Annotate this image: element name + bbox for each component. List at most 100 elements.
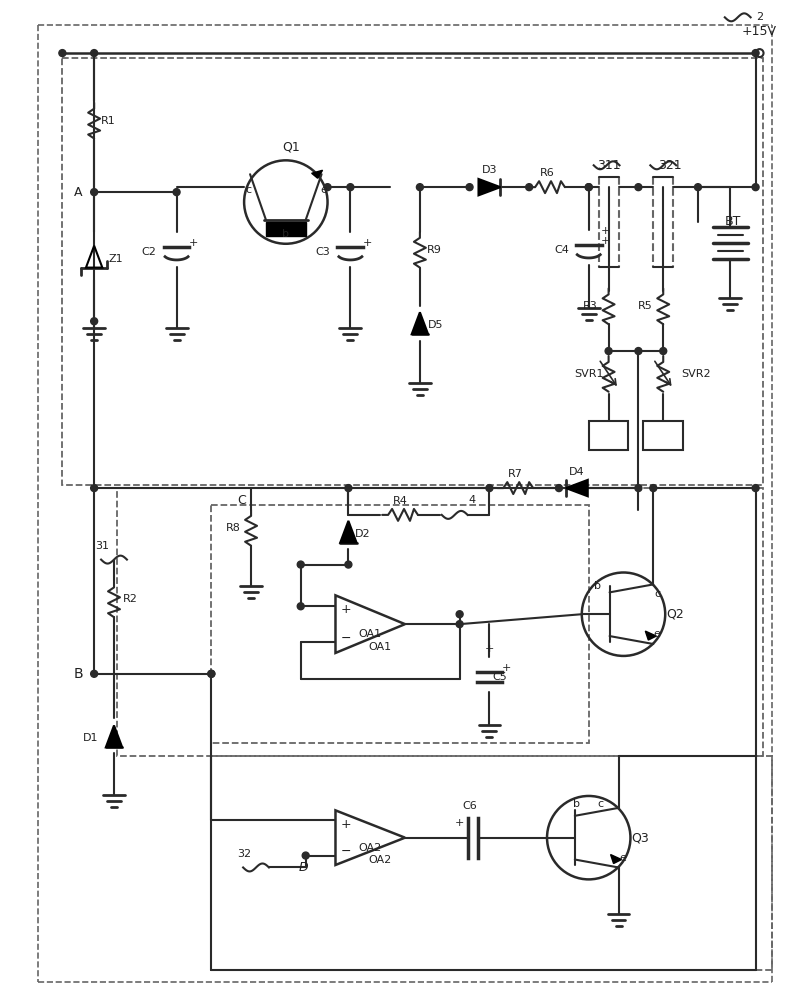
Circle shape	[208, 670, 215, 677]
Text: C: C	[237, 493, 245, 506]
Bar	[117, 488, 762, 756]
Text: b: b	[594, 581, 600, 591]
Text: D3: D3	[481, 165, 496, 175]
Text: +: +	[600, 236, 610, 246]
Circle shape	[466, 184, 473, 191]
Text: +: +	[484, 644, 494, 654]
Circle shape	[659, 348, 666, 355]
Text: D2: D2	[354, 529, 370, 539]
Bar	[211, 756, 771, 970]
Circle shape	[585, 184, 591, 191]
Text: c: c	[245, 185, 251, 195]
Text: 31: 31	[95, 541, 109, 551]
Text: OA2: OA2	[358, 843, 381, 853]
Text: A: A	[74, 186, 83, 199]
Text: −: −	[341, 845, 351, 858]
Text: C6: C6	[461, 801, 476, 811]
Circle shape	[345, 485, 351, 492]
Circle shape	[91, 485, 97, 492]
Text: Z1: Z1	[109, 254, 123, 264]
Circle shape	[751, 184, 758, 191]
Text: b: b	[282, 229, 289, 239]
Polygon shape	[335, 810, 405, 865]
Text: −: −	[341, 632, 351, 645]
Circle shape	[297, 561, 304, 568]
Text: R8: R8	[225, 523, 240, 533]
Text: C5: C5	[492, 672, 507, 682]
Circle shape	[555, 485, 562, 492]
Circle shape	[346, 184, 354, 191]
Text: 32: 32	[237, 849, 251, 859]
Text: R2: R2	[122, 594, 137, 604]
Circle shape	[173, 189, 180, 196]
Text: e: e	[618, 853, 625, 863]
Text: Q1: Q1	[281, 141, 299, 154]
Text: D5: D5	[427, 320, 443, 330]
Text: +: +	[363, 238, 371, 248]
Text: R5: R5	[637, 301, 652, 311]
Circle shape	[649, 485, 656, 492]
Text: 311: 311	[596, 159, 620, 172]
Polygon shape	[610, 855, 620, 863]
Bar	[266, 222, 305, 236]
Text: c: c	[597, 799, 603, 809]
Text: +: +	[600, 226, 610, 236]
Circle shape	[585, 184, 591, 191]
Text: 4: 4	[467, 495, 474, 505]
Circle shape	[751, 485, 758, 492]
Text: OA1: OA1	[368, 642, 391, 652]
Text: R3: R3	[582, 301, 598, 311]
Bar	[211, 505, 588, 743]
Circle shape	[416, 184, 423, 191]
Circle shape	[302, 852, 309, 859]
Text: OA1: OA1	[358, 629, 381, 639]
Circle shape	[345, 561, 351, 568]
Text: R6: R6	[539, 168, 554, 178]
Text: 2: 2	[755, 12, 762, 22]
Text: R4: R4	[393, 496, 407, 506]
Polygon shape	[411, 312, 427, 334]
Text: OA2: OA2	[368, 855, 392, 865]
Circle shape	[485, 485, 492, 492]
Circle shape	[59, 50, 66, 57]
Bar	[62, 58, 762, 485]
Text: D1: D1	[83, 733, 98, 743]
Text: +: +	[341, 818, 351, 831]
Text: +: +	[341, 603, 351, 616]
Circle shape	[324, 184, 331, 191]
Text: R7: R7	[507, 469, 522, 479]
Bar	[588, 421, 628, 450]
Circle shape	[751, 50, 758, 57]
Circle shape	[208, 670, 215, 677]
Circle shape	[634, 184, 641, 191]
Circle shape	[91, 50, 97, 57]
Text: +: +	[454, 818, 464, 828]
Polygon shape	[340, 521, 356, 543]
Text: Q3: Q3	[631, 831, 649, 844]
Circle shape	[456, 621, 462, 628]
Text: BT: BT	[723, 215, 740, 228]
Polygon shape	[335, 595, 405, 653]
Circle shape	[91, 318, 97, 325]
Text: +: +	[501, 663, 510, 673]
Text: Q2: Q2	[666, 608, 683, 621]
Text: e: e	[320, 185, 327, 195]
Text: e: e	[653, 629, 660, 639]
Text: R1: R1	[101, 116, 115, 126]
Text: b: b	[573, 799, 580, 809]
Text: D4: D4	[569, 467, 584, 477]
Circle shape	[525, 184, 532, 191]
Text: C2: C2	[142, 247, 157, 257]
Circle shape	[456, 611, 462, 618]
Text: B: B	[73, 667, 83, 681]
Text: +15V: +15V	[741, 25, 776, 38]
Circle shape	[634, 348, 641, 355]
Circle shape	[634, 485, 641, 492]
Polygon shape	[565, 480, 587, 496]
Circle shape	[91, 670, 97, 677]
Circle shape	[91, 189, 97, 196]
Polygon shape	[478, 179, 500, 195]
Circle shape	[604, 348, 611, 355]
Text: 321: 321	[658, 159, 681, 172]
Text: SVR1: SVR1	[573, 369, 603, 379]
